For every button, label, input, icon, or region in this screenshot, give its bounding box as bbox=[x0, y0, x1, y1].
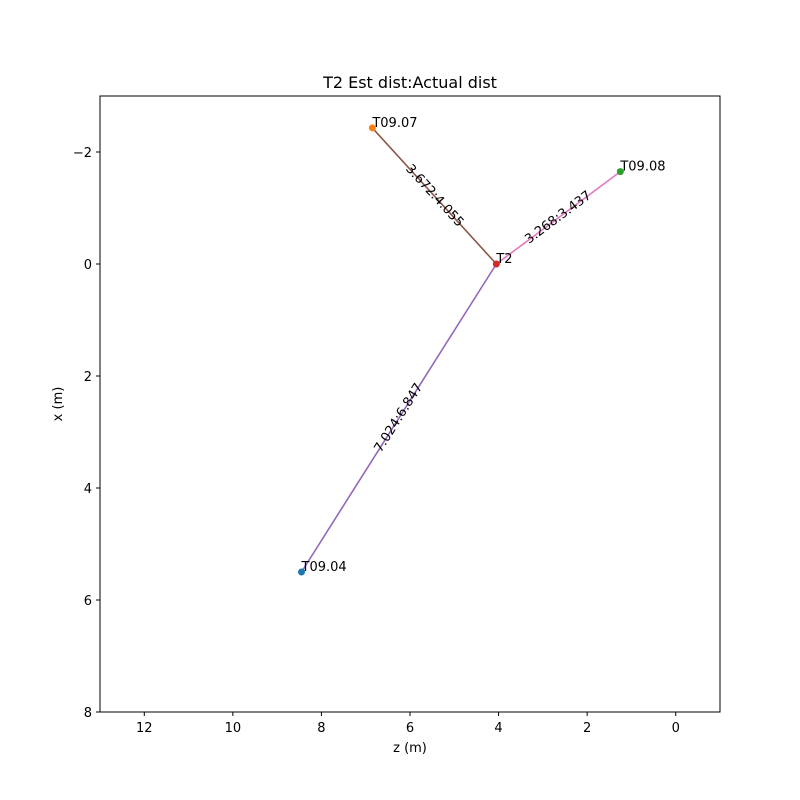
x-tick-label: 8 bbox=[317, 721, 325, 736]
y-tick-label: 6 bbox=[84, 594, 92, 609]
y-tick-label: 2 bbox=[84, 370, 92, 385]
point-label: T09.08 bbox=[619, 160, 665, 175]
x-tick-label: 6 bbox=[406, 721, 414, 736]
y-tick-label: −2 bbox=[73, 146, 92, 161]
x-axis-label: z (m) bbox=[393, 741, 427, 756]
y-tick-label: 4 bbox=[84, 482, 92, 497]
y-tick-label: 0 bbox=[84, 258, 92, 273]
x-tick-label: 0 bbox=[672, 721, 680, 736]
center-label: T2 bbox=[495, 252, 512, 267]
y-axis-label: x (m) bbox=[51, 387, 66, 422]
x-tick-label: 4 bbox=[494, 721, 502, 736]
point-label: T09.07 bbox=[371, 116, 417, 131]
x-tick-label: 10 bbox=[225, 721, 242, 736]
point-marker bbox=[616, 168, 624, 176]
x-tick-label: 12 bbox=[136, 721, 153, 736]
point-label: T09.04 bbox=[301, 560, 347, 575]
center-marker bbox=[492, 260, 500, 268]
link-line bbox=[371, 127, 497, 265]
point-marker bbox=[368, 124, 376, 132]
chart-title: T2 Est dist:Actual dist bbox=[322, 73, 497, 92]
x-tick-label: 2 bbox=[583, 721, 591, 736]
point-marker bbox=[298, 568, 305, 576]
axes: 12 10 8 6 4 2 0 −2 0 2 4 6 8 bbox=[73, 146, 680, 736]
y-tick-label: 8 bbox=[84, 706, 92, 721]
link-line bbox=[300, 263, 498, 573]
link-line bbox=[495, 170, 621, 265]
